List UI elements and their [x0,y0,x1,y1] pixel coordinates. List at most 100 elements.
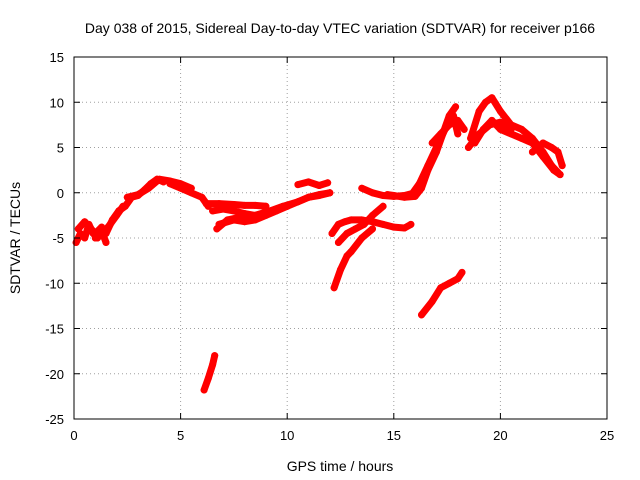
data-point [337,266,344,274]
data-point [326,189,334,197]
data-point [81,234,89,242]
data-point [424,162,432,170]
data-point [454,275,462,283]
data-point [230,216,238,224]
data-point [360,220,368,228]
data-point [428,139,436,147]
y-tick-label: 15 [50,50,64,65]
data-point [155,175,163,183]
data-point [556,171,564,179]
data-point [219,205,227,213]
data-point [91,234,99,242]
data-point [383,191,391,199]
data-point [496,125,504,133]
data-point [215,220,223,228]
data-point [390,192,398,199]
data-point [437,130,445,138]
data-point [273,207,280,215]
data-point [358,234,366,242]
data-point [113,211,121,219]
y-tick-label: -15 [45,322,64,337]
data-point [486,121,494,129]
data-point [230,201,238,208]
data-point [347,216,355,224]
data-series-24 [200,352,219,394]
data-point [528,148,536,156]
data-point [305,193,312,201]
data-point [528,139,536,147]
data-point [330,284,338,292]
data-point [550,166,558,174]
data-point [209,361,217,369]
y-tick-label: -20 [45,367,64,382]
data-point [251,201,259,209]
data-point [177,184,185,192]
data-point [369,211,376,219]
data-point [452,103,460,111]
data-point [200,386,208,394]
y-tick-label: 10 [50,95,64,110]
data-point [458,268,466,276]
data-point [475,130,483,138]
chart-title: Day 038 of 2015, Sidereal Day-to-day VTE… [85,20,595,36]
data-point [341,218,349,226]
data-point [379,202,387,210]
data-point [334,239,342,246]
data-point [294,181,302,189]
data-point [415,180,423,188]
data-point [166,180,174,188]
data-point [450,112,457,120]
data-point [123,193,131,201]
data-point [204,374,212,382]
data-point [475,107,483,115]
data-point [351,225,359,233]
data-point [407,220,415,228]
data-point [401,224,408,232]
data-point [358,184,366,192]
data-point [211,352,219,360]
data-point [507,125,515,133]
data-point [369,225,376,233]
data-point [460,125,468,133]
data-point [215,200,223,208]
axis-ticks [73,56,608,420]
data-point [98,230,106,237]
data-point [294,198,302,206]
data-point [305,178,312,186]
data-point [445,279,453,287]
data-point [230,207,238,215]
data-point [558,162,566,170]
data-point [241,218,249,226]
data-point [390,223,398,231]
data-point [445,121,453,129]
data-point [464,144,472,151]
data-point [251,216,259,224]
grid-lines [74,57,607,419]
x-tick-label: 10 [280,428,294,443]
data-point [496,107,504,115]
data-point [343,230,351,237]
data-point [334,220,342,228]
data-point [418,311,425,319]
tick-labels: 0 5 10 15 20 25 -25 -20 -15 -10 -5 0 5 10 15 [45,50,614,443]
data-series [72,94,566,394]
data-point [518,125,526,133]
y-axis-label: SDTVAR / TECUs [7,182,23,294]
data-point [539,139,547,147]
data-point [102,239,110,246]
data-point [454,130,462,138]
x-axis-label: GPS time / hours [287,458,394,474]
data-point [379,220,387,228]
data-point [432,144,440,151]
data-point [198,193,206,201]
data-point [347,248,355,256]
x-tick-label: 25 [600,428,614,443]
data-point [496,118,504,126]
data-point [454,116,462,124]
data-point [87,225,95,233]
data-point [283,202,291,210]
x-tick-label: 15 [387,428,401,443]
data-point [74,225,82,233]
y-tick-label: 5 [57,141,64,156]
data-point [518,134,526,142]
